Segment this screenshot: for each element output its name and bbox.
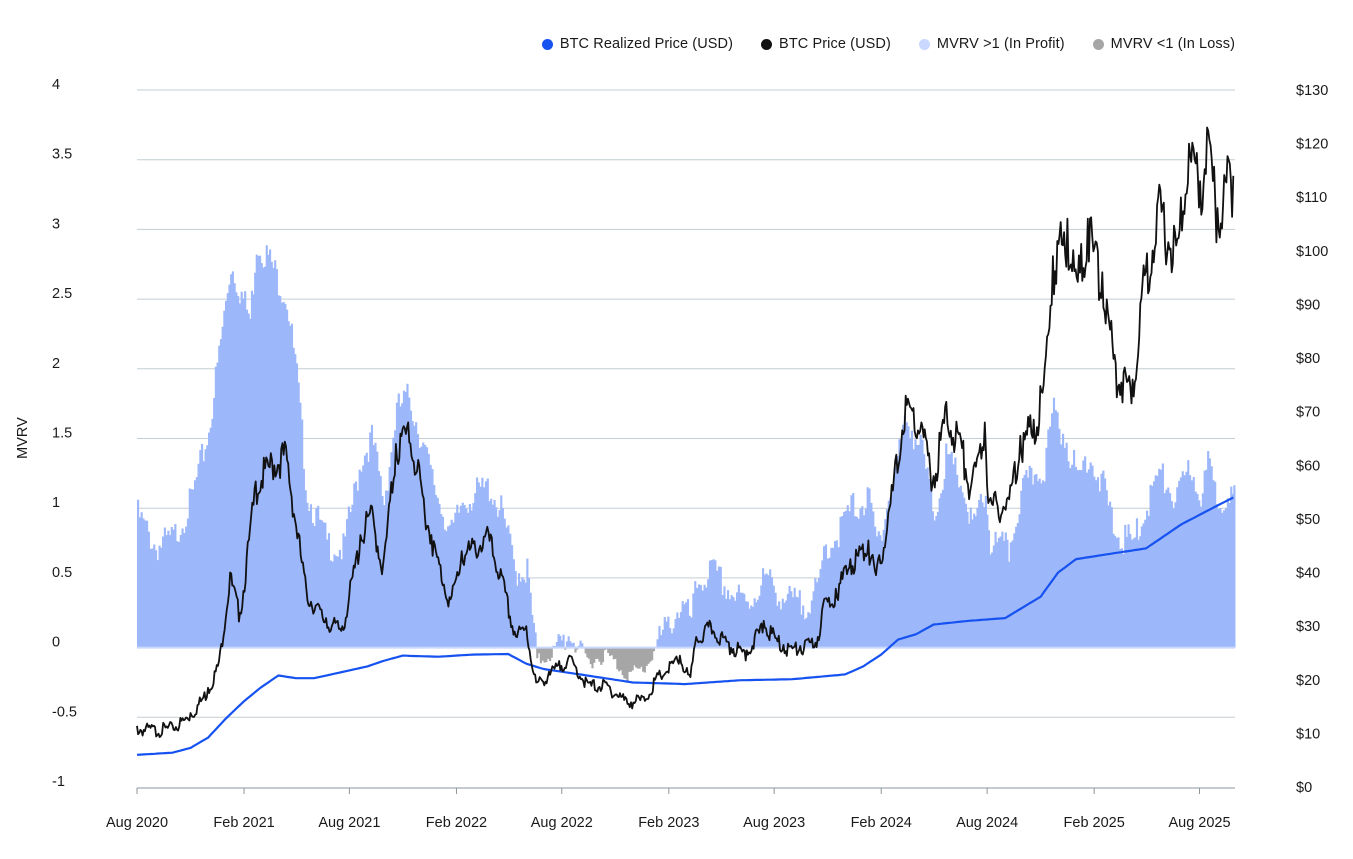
legend-item-btc-price[interactable]: BTC Price (USD)	[761, 36, 891, 52]
axes-layer: MVRV 4 3.5 3 2.5 2 1.5 1 0.5 0 -0.5 -1 $130 $120 $110…	[15, 77, 1328, 831]
legend-label-profit: MVRV >1 (In Profit)	[936, 36, 1065, 52]
legend-label-realized: BTC Realized Price (USD)	[559, 36, 734, 52]
y-tick-right: $110	[1296, 190, 1327, 206]
y-tick-right: $90	[1296, 297, 1320, 313]
x-tick-label: Aug 2023	[743, 815, 805, 831]
y-tick-right: $120	[1296, 137, 1328, 153]
x-tick-label: Feb 2025	[1064, 815, 1125, 831]
y-tick-right: $60	[1296, 458, 1320, 474]
y-tick-left: 0.5	[52, 565, 72, 581]
y-tick-right: $70	[1296, 405, 1320, 421]
btc-price-line	[136, 126, 1235, 738]
y-tick-right: $20	[1296, 673, 1320, 689]
mvrv-loss-area	[536, 647, 656, 683]
y-tick-left: 3.5	[52, 147, 72, 163]
y-tick-right: $130	[1296, 83, 1328, 99]
y-tick-left: 2.5	[52, 286, 72, 302]
y-tick-left: 1	[52, 495, 60, 511]
x-tick-label: Aug 2022	[531, 815, 593, 831]
legend-swatch-loss	[1092, 38, 1104, 50]
y-tick-left: -0.5	[52, 704, 77, 720]
legend-label-price: BTC Price (USD)	[779, 36, 891, 52]
line-layer	[136, 126, 1235, 756]
y-tick-left: 0	[52, 635, 60, 651]
y-tick-left: 2	[52, 356, 60, 372]
mvrv-area-layer	[137, 245, 1236, 683]
y-tick-left: 4	[52, 77, 60, 93]
legend-label-loss: MVRV <1 (In Loss)	[1110, 36, 1235, 52]
y-tick-right: $80	[1296, 351, 1320, 367]
y-tick-left: 1.5	[52, 426, 72, 442]
x-tick-label: Feb 2022	[426, 815, 487, 831]
legend-item-mvrv-profit[interactable]: MVRV >1 (In Profit)	[918, 36, 1065, 52]
legend-swatch-realized	[541, 38, 553, 50]
x-tick-label: Aug 2025	[1168, 815, 1230, 831]
legend-item-mvrv-loss[interactable]: MVRV <1 (In Loss)	[1092, 36, 1235, 52]
y-tick-right: $30	[1296, 619, 1320, 635]
legend-item-realized-price[interactable]: BTC Realized Price (USD)	[541, 36, 734, 52]
x-tick-label: Aug 2024	[956, 815, 1018, 831]
y-tick-right: $50	[1296, 512, 1320, 528]
chart-legend: BTC Realized Price (USD) BTC Price (USD)…	[541, 36, 1235, 52]
y-tick-left: -1	[52, 774, 65, 790]
x-tick-label: Feb 2023	[638, 815, 699, 831]
legend-swatch-price	[761, 38, 773, 50]
x-tick-label: Aug 2021	[318, 815, 380, 831]
y-tick-left: 3	[52, 216, 60, 232]
mvrv-profit-area	[137, 245, 1236, 648]
x-tick-label: Feb 2024	[851, 815, 912, 831]
y-tick-right: $0	[1296, 780, 1312, 796]
y-tick-right: $40	[1296, 566, 1320, 582]
y-tick-right: $10	[1296, 726, 1320, 742]
legend-swatch-profit	[918, 38, 930, 50]
realized-price-line	[136, 496, 1234, 756]
x-tick-label: Aug 2020	[106, 815, 168, 831]
y-tick-right: $100	[1296, 244, 1328, 260]
y-axis-title-left: MVRV	[15, 417, 31, 459]
x-tick-label: Feb 2021	[213, 815, 274, 831]
